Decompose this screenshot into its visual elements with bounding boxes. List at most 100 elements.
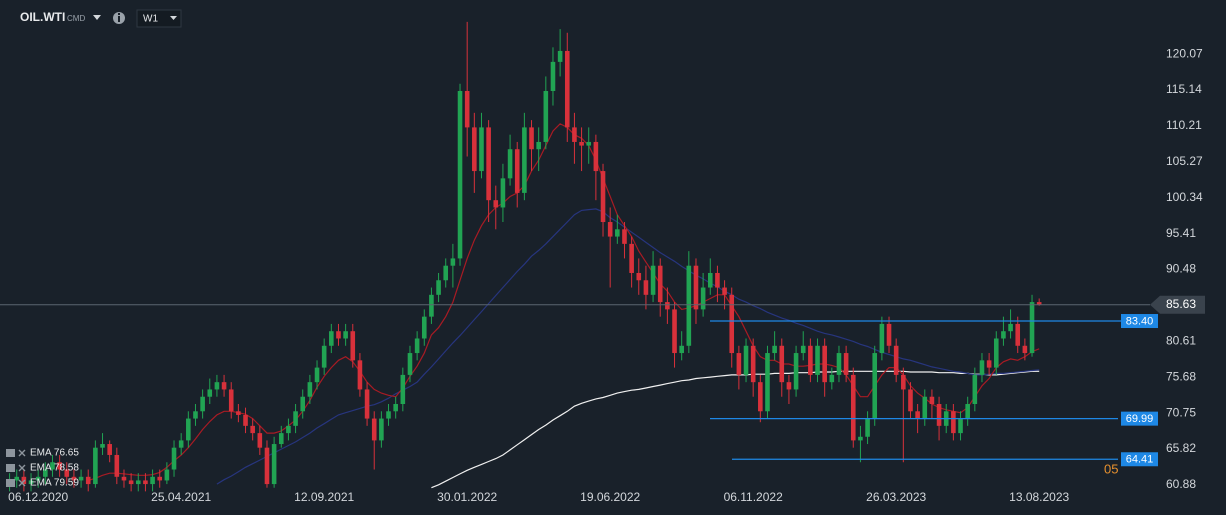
candle-body [293,411,298,426]
candle-body [915,411,920,419]
y-tick-label: 90.48 [1166,262,1196,276]
candle-body [657,265,663,303]
candle-body [436,280,441,295]
candle-body [879,323,885,354]
x-tick-label: 06.12.2020 [8,490,68,504]
candle-body [536,141,541,150]
legend-remove-icon[interactable] [18,479,26,487]
symbol-dropdown[interactable] [93,15,101,20]
candle-body [665,302,670,310]
candle-body [815,345,820,375]
legend-label: EMA 76.65 [30,448,79,459]
candle-body [286,425,291,434]
candle-body [221,382,227,390]
symbol[interactable]: OIL.WTI [20,10,65,24]
y-tick-label: 70.75 [1166,405,1196,419]
candle-body [150,476,155,485]
candle-body [629,243,634,273]
candle-body [793,353,799,390]
y-tick-label: 105.27 [1166,154,1203,168]
candle-body [1036,302,1042,305]
candle-body [71,476,77,481]
candle-body [858,436,863,441]
candle-body [486,127,491,201]
y-tick-label: 120.07 [1166,46,1203,60]
candle-body [779,345,785,383]
candle-body [514,149,520,193]
candle-body [264,447,270,485]
candle-body [758,382,763,412]
candle-body [114,454,120,477]
candle-body [908,389,913,412]
candle-body [1015,323,1021,346]
candle-body [35,476,41,481]
level-tag [1121,411,1158,426]
candle-body [164,469,170,481]
candle-body [386,411,391,419]
candle-body [321,345,327,368]
legend-remove-icon[interactable] [18,464,26,472]
candle-body [893,345,899,375]
candle-body [128,480,134,485]
candle-body [135,480,141,485]
y-tick-label: 60.88 [1166,477,1196,491]
candle-body [421,316,427,339]
candle-body [364,389,370,419]
candle-body [979,360,985,375]
candle-body [772,345,777,354]
candle-body [450,258,456,266]
candle-body [865,418,870,437]
candle-body [836,353,842,375]
candle-body [564,50,570,128]
candle-body [278,433,284,445]
candle-body [100,444,105,448]
timeframe-dropdown[interactable] [170,16,177,20]
timeframe-select[interactable] [136,9,182,28]
x-tick-label: 06.11.2022 [724,490,783,504]
level-label: 69.99 [1126,413,1154,425]
candle-body [672,309,677,354]
candle-body [607,222,613,237]
legend-remove-icon[interactable] [18,449,26,457]
candle-body [314,367,320,383]
candle-body [28,480,34,485]
candle-body [693,265,699,310]
candle-body [951,411,956,434]
candle-body [143,480,148,485]
info-icon-bar [118,16,120,22]
candle-body [936,404,942,426]
candle-body [350,331,356,361]
candle-body [479,127,484,172]
candle-body [107,444,112,455]
legend-icon [6,479,15,487]
candle-body [1008,323,1013,332]
candle-body [214,382,220,390]
candle-body [1022,345,1028,354]
x-tick-label: 19.06.2022 [580,490,640,504]
candle-body [493,200,499,208]
candle-body [922,396,928,419]
candle-body [886,323,892,346]
candle-body [586,141,592,146]
candle-body [929,396,935,405]
level-tag [1121,452,1158,467]
candle-body [243,414,248,426]
candle-body [622,229,627,244]
x-tick-label: 26.03.2023 [866,490,926,504]
y-tick-label: 95.41 [1166,226,1196,240]
candle-body [965,404,970,419]
level-label: 83.40 [1126,315,1154,327]
market: CMD [67,14,85,23]
candle-body [307,382,313,397]
candle-body [228,389,234,412]
candle-body [643,280,649,295]
candle-body [414,338,420,354]
candle-body [464,90,470,128]
candle-body [901,374,906,390]
y-tick-label: 100.34 [1166,190,1203,204]
candle-body [50,462,55,470]
candle-body [529,127,534,150]
y-tick-label: 65.82 [1166,441,1196,455]
